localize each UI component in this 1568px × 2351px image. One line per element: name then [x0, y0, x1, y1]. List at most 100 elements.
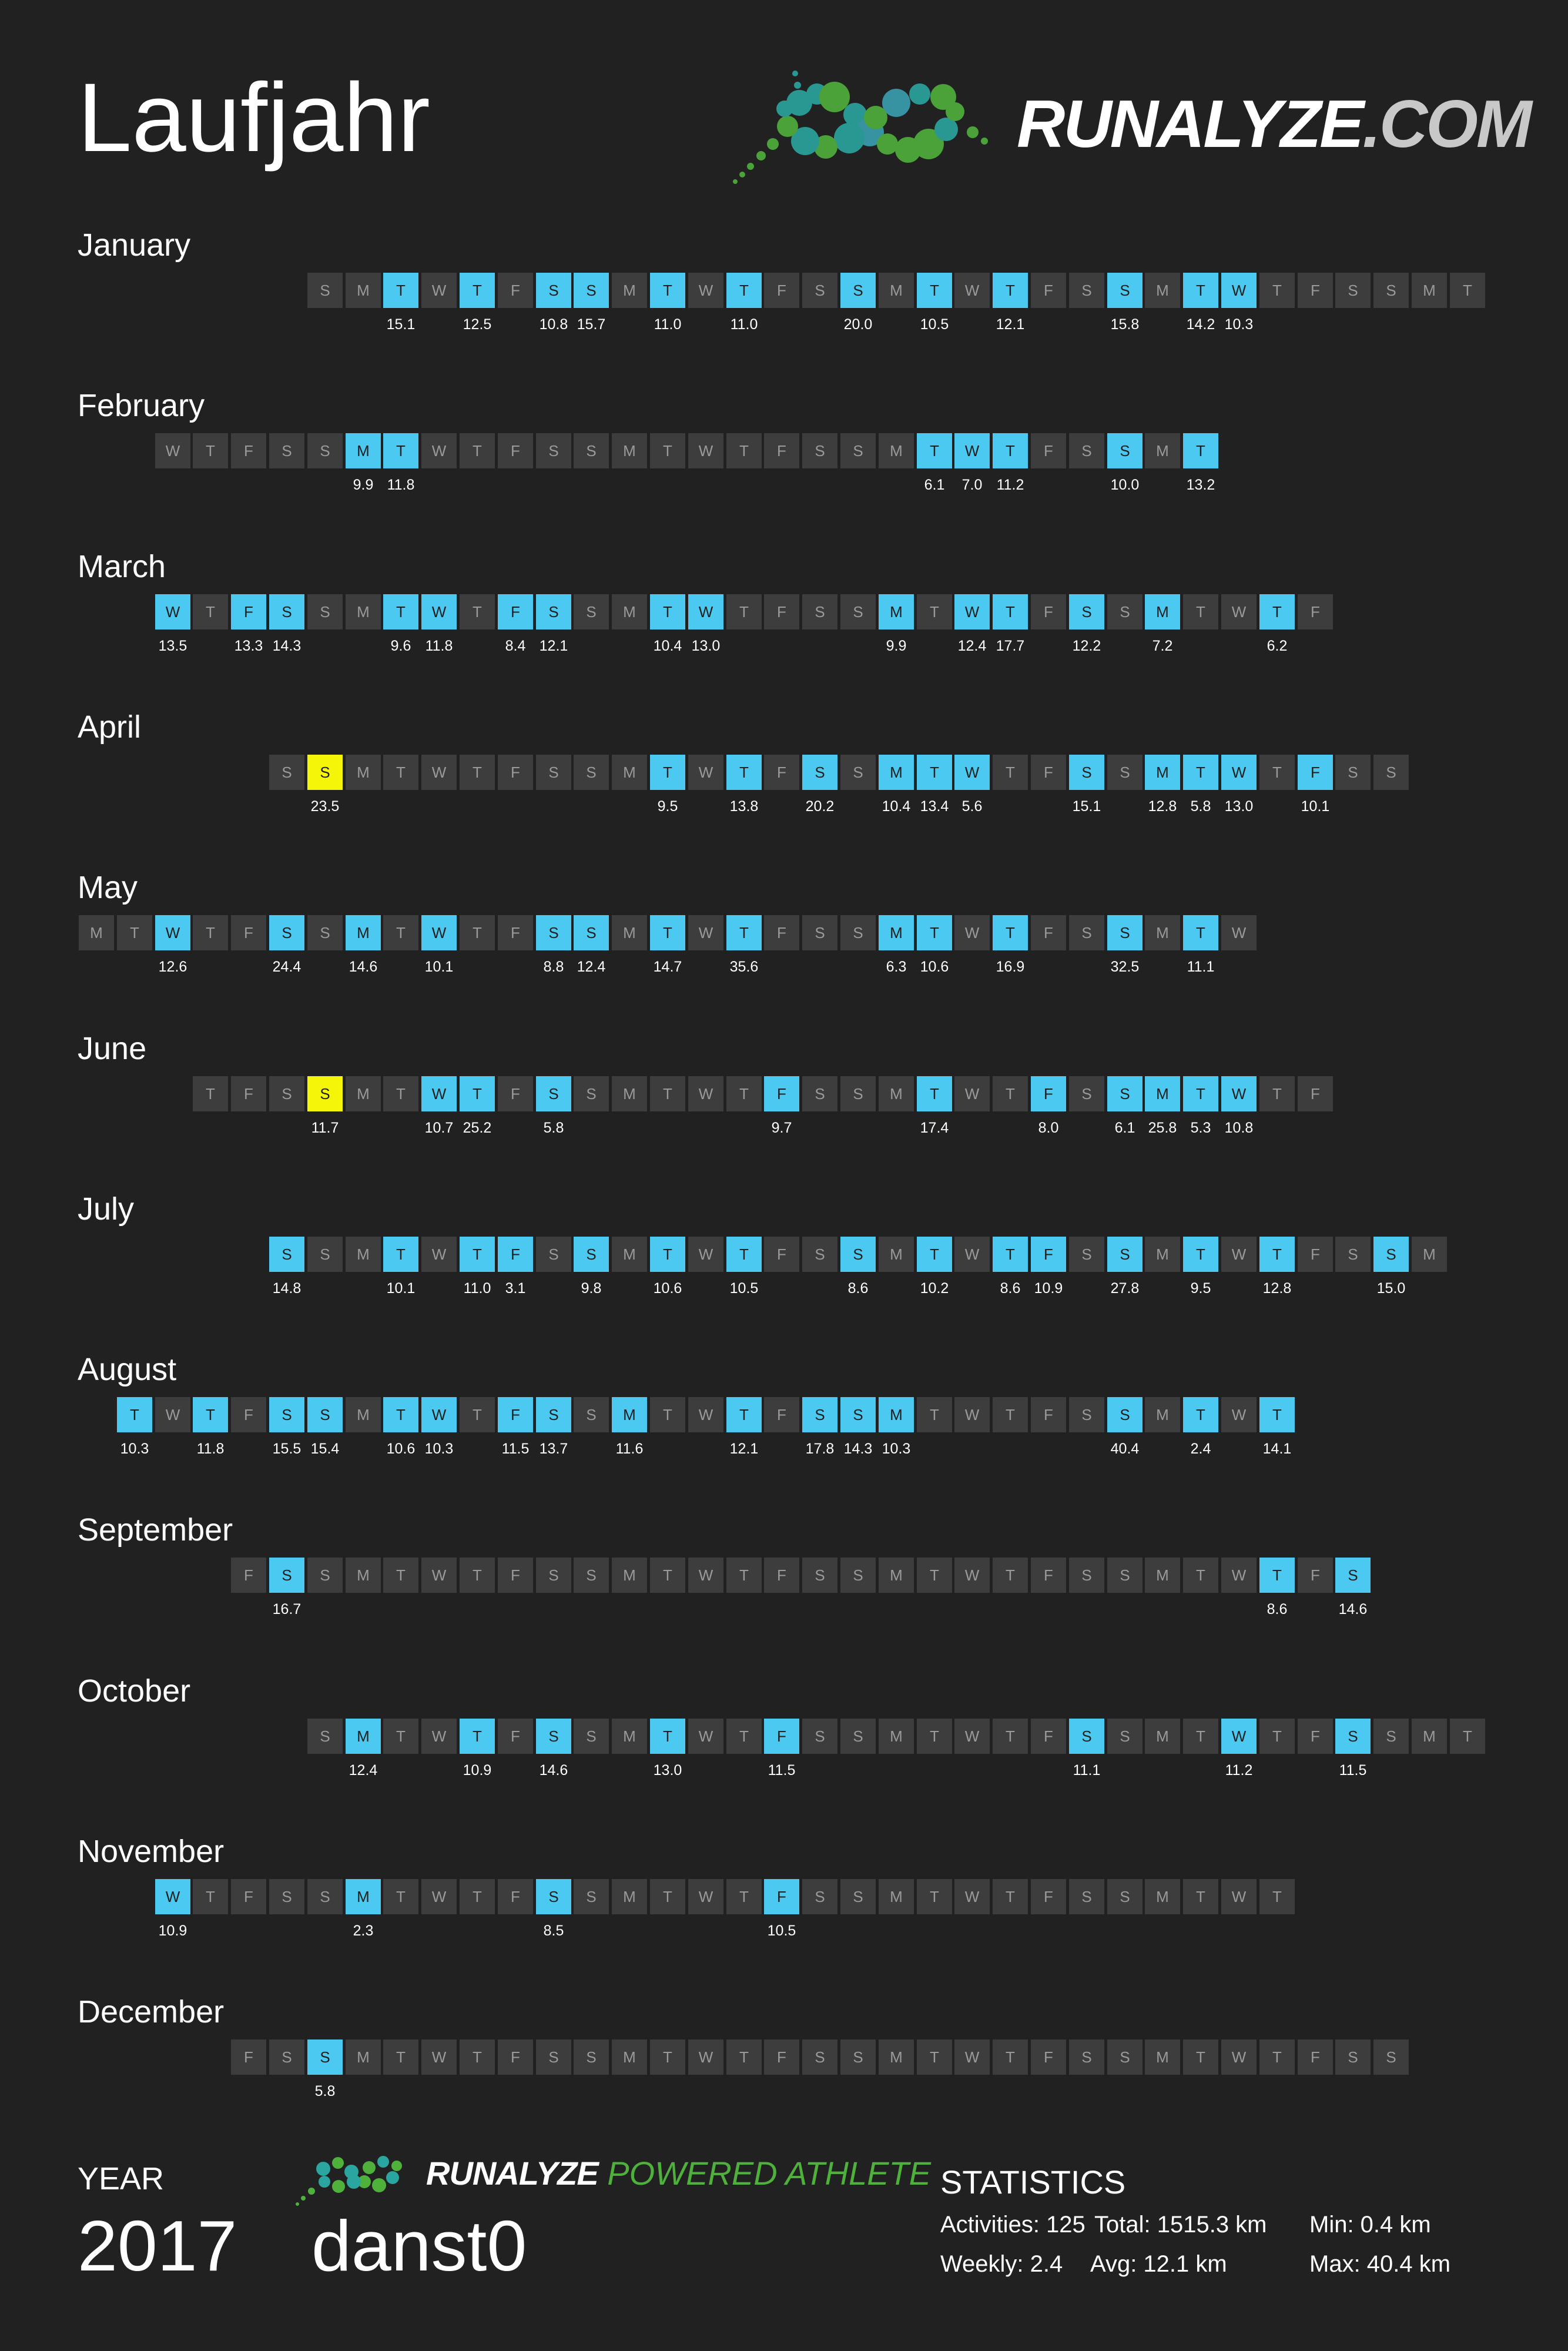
day-cell[interactable]: T	[1183, 2039, 1218, 2075]
day-cell[interactable]: W	[688, 1076, 723, 1111]
day-cell[interactable]: T	[993, 2039, 1028, 2075]
day-cell[interactable]: T	[1183, 273, 1218, 308]
day-cell[interactable]: M	[1145, 433, 1180, 469]
day-cell[interactable]: T	[383, 273, 418, 308]
day-cell[interactable]: T	[1183, 754, 1218, 790]
day-cell[interactable]: S	[1069, 754, 1104, 790]
day-cell[interactable]: W	[421, 1879, 457, 1914]
day-cell[interactable]: M	[1145, 594, 1180, 629]
day-cell[interactable]: F	[498, 594, 533, 629]
day-cell[interactable]: S	[307, 1397, 343, 1433]
day-cell[interactable]: F	[764, 1236, 799, 1272]
day-cell[interactable]: T	[726, 915, 762, 951]
day-cell[interactable]: M	[612, 754, 647, 790]
day-cell[interactable]: M	[1412, 1236, 1447, 1272]
day-cell[interactable]: M	[1145, 1076, 1180, 1111]
day-cell[interactable]: T	[993, 1397, 1028, 1433]
day-cell[interactable]: M	[612, 1236, 647, 1272]
day-cell[interactable]: S	[802, 433, 837, 469]
day-cell[interactable]: W	[1221, 1397, 1257, 1433]
day-cell[interactable]: S	[1373, 754, 1409, 790]
day-cell[interactable]: S	[536, 2039, 571, 2075]
day-cell[interactable]: T	[460, 1718, 495, 1754]
day-cell[interactable]: F	[231, 1076, 266, 1111]
runalyze-logo[interactable]: RUNALYZE.COM	[714, 62, 1532, 191]
day-cell[interactable]: W	[688, 915, 723, 951]
day-cell[interactable]: F	[231, 594, 266, 629]
day-cell[interactable]: S	[802, 1076, 837, 1111]
day-cell[interactable]: S	[1373, 1718, 1409, 1754]
day-cell[interactable]: S	[840, 915, 876, 951]
day-cell[interactable]: F	[764, 433, 799, 469]
day-cell[interactable]: S	[1335, 1236, 1371, 1272]
day-cell[interactable]: W	[155, 594, 190, 629]
day-cell[interactable]: S	[307, 754, 343, 790]
day-cell[interactable]: S	[536, 1076, 571, 1111]
day-cell[interactable]: T	[460, 433, 495, 469]
day-cell[interactable]: S	[574, 273, 609, 308]
day-cell[interactable]: M	[346, 1076, 381, 1111]
day-cell[interactable]: W	[688, 1397, 723, 1433]
day-cell[interactable]: T	[1259, 1236, 1295, 1272]
day-cell[interactable]: T	[917, 754, 952, 790]
day-cell[interactable]: F	[764, 1879, 799, 1914]
day-cell[interactable]: S	[269, 915, 304, 951]
day-cell[interactable]: M	[612, 594, 647, 629]
day-cell[interactable]: W	[421, 2039, 457, 2075]
day-cell[interactable]: F	[1031, 1397, 1066, 1433]
day-cell[interactable]: T	[460, 754, 495, 790]
day-cell[interactable]: S	[536, 1397, 571, 1433]
day-cell[interactable]: W	[954, 915, 990, 951]
day-cell[interactable]: W	[421, 1236, 457, 1272]
day-cell[interactable]: F	[1031, 1879, 1066, 1914]
day-cell[interactable]: T	[917, 1879, 952, 1914]
day-cell[interactable]: T	[193, 1076, 228, 1111]
day-cell[interactable]: S	[269, 1397, 304, 1433]
day-cell[interactable]: T	[383, 754, 418, 790]
day-cell[interactable]: S	[1107, 594, 1143, 629]
day-cell[interactable]: M	[346, 1879, 381, 1914]
day-cell[interactable]: S	[1107, 1879, 1143, 1914]
day-cell[interactable]: F	[498, 1076, 533, 1111]
day-cell[interactable]: F	[498, 754, 533, 790]
day-cell[interactable]: T	[917, 1397, 952, 1433]
day-cell[interactable]: S	[802, 273, 837, 308]
day-cell[interactable]: T	[726, 1879, 762, 1914]
day-cell[interactable]: W	[688, 273, 723, 308]
day-cell[interactable]: W	[954, 273, 990, 308]
day-cell[interactable]: S	[536, 1718, 571, 1754]
day-cell[interactable]: T	[1259, 2039, 1295, 2075]
day-cell[interactable]: S	[307, 1718, 343, 1754]
day-cell[interactable]: T	[193, 433, 228, 469]
day-cell[interactable]: S	[1107, 1397, 1143, 1433]
day-cell[interactable]: S	[307, 915, 343, 951]
day-cell[interactable]: M	[1145, 273, 1180, 308]
day-cell[interactable]: T	[1183, 1236, 1218, 1272]
day-cell[interactable]: W	[421, 1558, 457, 1593]
day-cell[interactable]: M	[346, 754, 381, 790]
day-cell[interactable]: T	[993, 915, 1028, 951]
day-cell[interactable]: T	[650, 2039, 685, 2075]
day-cell[interactable]: T	[193, 594, 228, 629]
day-cell[interactable]: F	[1298, 2039, 1333, 2075]
day-cell[interactable]: S	[574, 754, 609, 790]
day-cell[interactable]: M	[879, 273, 914, 308]
day-cell[interactable]: S	[574, 2039, 609, 2075]
day-cell[interactable]: T	[383, 2039, 418, 2075]
day-cell[interactable]: S	[307, 1076, 343, 1111]
day-cell[interactable]: S	[269, 1879, 304, 1914]
day-cell[interactable]: F	[231, 1397, 266, 1433]
day-cell[interactable]: F	[498, 915, 533, 951]
day-cell[interactable]: S	[840, 754, 876, 790]
day-cell[interactable]: T	[1183, 433, 1218, 469]
day-cell[interactable]: W	[688, 2039, 723, 2075]
day-cell[interactable]: T	[993, 1076, 1028, 1111]
day-cell[interactable]: S	[574, 1397, 609, 1433]
day-cell[interactable]: T	[383, 1718, 418, 1754]
day-cell[interactable]: W	[421, 273, 457, 308]
day-cell[interactable]: F	[764, 1397, 799, 1433]
day-cell[interactable]: T	[650, 1236, 685, 1272]
day-cell[interactable]: T	[383, 1397, 418, 1433]
day-cell[interactable]: S	[1069, 2039, 1104, 2075]
day-cell[interactable]: M	[1145, 1879, 1180, 1914]
